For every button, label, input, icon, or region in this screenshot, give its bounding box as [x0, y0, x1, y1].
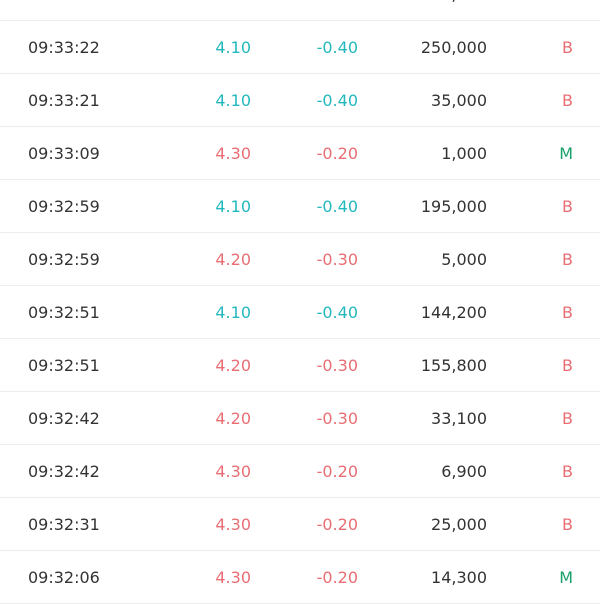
- trade-price: 4.30: [215, 144, 251, 163]
- trade-row: 09:33:09 4.30 -0.20 1,000 M: [0, 127, 600, 180]
- trade-row: 09:33:23 4.10 -0.40 250,000 B: [0, 0, 600, 21]
- trade-time: 09:32:31: [28, 515, 100, 534]
- trade-change: -0.30: [316, 356, 358, 375]
- trade-price: 4.20: [215, 409, 251, 428]
- trade-type-badge: B: [562, 515, 573, 534]
- trade-time: 09:32:51: [28, 356, 100, 375]
- trade-price: 4.20: [215, 356, 251, 375]
- trade-type-badge: B: [562, 91, 573, 110]
- trade-row: 09:32:06 4.30 -0.20 14,300 M: [0, 551, 600, 604]
- trade-volume: 6,900: [441, 462, 487, 481]
- trade-volume: 14,300: [431, 568, 487, 587]
- trade-change: -0.40: [317, 0, 358, 21]
- trade-price: 4.30: [215, 568, 251, 587]
- trade-price: 4.10: [215, 303, 251, 322]
- trade-price: 4.20: [215, 250, 251, 269]
- trade-time: 09:33:21: [28, 91, 100, 110]
- trade-price: 4.30: [215, 462, 251, 481]
- trade-row: 09:32:59 4.10 -0.40 195,000 B: [0, 180, 600, 233]
- trade-type-badge: B: [562, 250, 573, 269]
- trade-change: -0.40: [316, 91, 358, 110]
- trade-type-badge: B: [562, 409, 573, 428]
- trade-type-badge: B: [562, 356, 573, 375]
- trade-volume: 5,000: [441, 250, 487, 269]
- trade-row: 09:33:22 4.10 -0.40 250,000 B: [0, 21, 600, 74]
- trade-price: 4.10: [215, 91, 251, 110]
- trade-volume: 35,000: [431, 91, 487, 110]
- trade-price: 4.30: [215, 515, 251, 534]
- trade-type-badge: B: [562, 197, 573, 216]
- trade-volume: 25,000: [431, 515, 487, 534]
- trade-time: 09:33:09: [28, 144, 100, 163]
- trade-row: 09:32:51 4.10 -0.40 144,200 B: [0, 286, 600, 339]
- trade-row: 09:32:59 4.20 -0.30 5,000 B: [0, 233, 600, 286]
- trade-volume: 33,100: [431, 409, 487, 428]
- trade-time: 09:33:23: [28, 0, 100, 21]
- trade-row: 09:32:51 4.20 -0.30 155,800 B: [0, 339, 600, 392]
- trade-time: 09:33:22: [28, 38, 100, 57]
- trade-change: -0.40: [316, 197, 358, 216]
- trade-volume: 250,000: [420, 38, 487, 57]
- trade-volume: 1,000: [441, 144, 487, 163]
- trade-change: -0.30: [316, 250, 358, 269]
- trade-time: 09:32:42: [28, 409, 100, 428]
- trade-change: -0.20: [316, 462, 358, 481]
- trade-type-badge: B: [562, 303, 573, 322]
- trade-volume: 250,000: [421, 0, 487, 21]
- trade-change: -0.40: [316, 303, 358, 322]
- trade-type-badge: M: [559, 568, 573, 587]
- trade-row: 09:33:21 4.10 -0.40 35,000 B: [0, 74, 600, 127]
- trade-type-badge: B: [562, 38, 573, 57]
- trade-time: 09:32:51: [28, 303, 100, 322]
- trade-change: -0.20: [316, 144, 358, 163]
- trade-type-badge: B: [562, 462, 573, 481]
- trade-volume: 155,800: [420, 356, 487, 375]
- trade-row: 09:32:42 4.20 -0.30 33,100 B: [0, 392, 600, 445]
- trade-change: -0.30: [316, 409, 358, 428]
- trade-price: 4.10: [215, 197, 251, 216]
- trade-time: 09:32:42: [28, 462, 100, 481]
- trade-price: 4.10: [215, 0, 251, 21]
- trade-time: 09:32:06: [28, 568, 100, 587]
- trade-row: 09:32:31 4.30 -0.20 25,000 B: [0, 498, 600, 551]
- trade-time: 09:32:59: [28, 197, 100, 216]
- trade-price: 4.10: [215, 38, 251, 57]
- trade-type-badge: B: [562, 0, 573, 21]
- trade-volume: 144,200: [420, 303, 487, 322]
- trade-change: -0.20: [316, 568, 358, 587]
- trade-time: 09:32:59: [28, 250, 100, 269]
- trade-type-badge: M: [559, 144, 573, 163]
- trade-change: -0.40: [316, 38, 358, 57]
- trade-volume: 195,000: [420, 197, 487, 216]
- trade-row: 09:32:42 4.30 -0.20 6,900 B: [0, 445, 600, 498]
- trade-change: -0.20: [316, 515, 358, 534]
